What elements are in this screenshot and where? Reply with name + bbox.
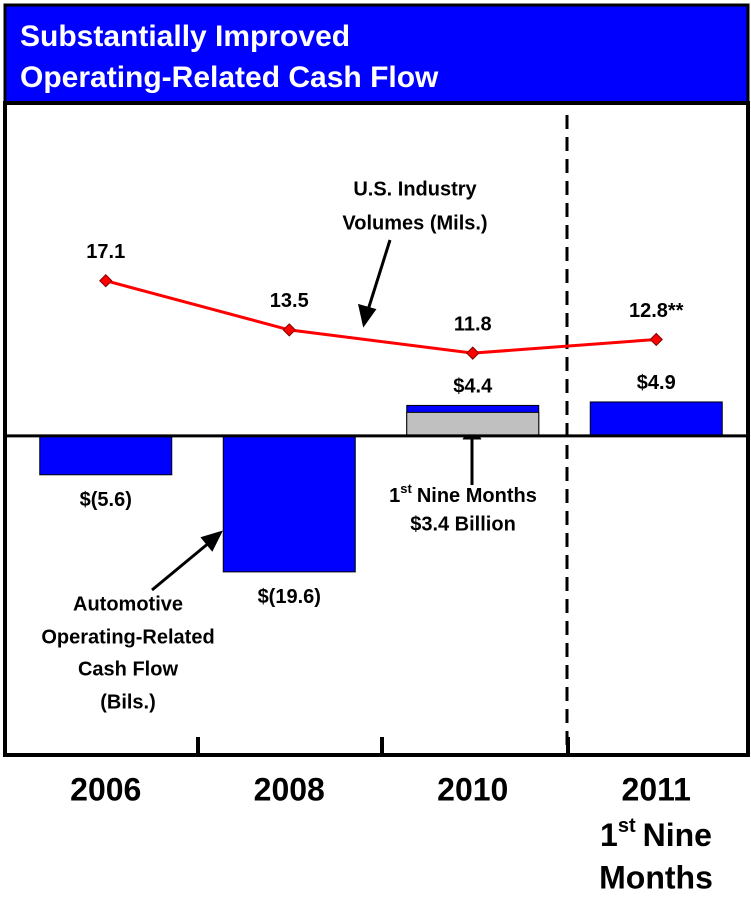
bar [589,401,723,437]
bar [39,435,173,476]
marker [99,273,113,288]
chart-title: Operating-Related Cash Flow [20,61,439,94]
arrow [366,239,392,311]
x-tick-part: st [618,815,636,837]
bar [222,435,356,573]
data-label: $4.4 [453,376,493,398]
marker [466,346,480,360]
x-tick-label: 2008 [254,771,325,807]
x-tick-label: 1st Nine [600,815,712,853]
marker [649,332,663,347]
x-tick-label: 2006 [70,771,141,807]
x-tick-label: 2010 [437,771,508,807]
arrow [151,540,211,592]
annotation-part: Nine Months [417,485,537,507]
inner-bar [406,411,540,437]
x-tick-part: 1 [600,817,618,853]
annotation: $3.4 Billion [410,513,516,535]
data-label: 17.1 [86,241,125,263]
data-label: $4.9 [637,372,676,394]
data-label: $(19.6) [258,586,321,608]
chart-title: Substantially Improved [20,20,350,53]
annotation-part: 1 [389,485,400,507]
annotation: Cash Flow [78,658,178,680]
annotation: Volumes (Mils.) [342,212,487,234]
annotation-part: st [400,481,412,496]
arrowhead [357,303,377,328]
annotation: U.S. Industry [353,178,477,200]
annotation: Automotive [73,593,183,615]
data-label: 13.5 [270,290,309,312]
line [105,279,657,355]
x-tick-label: 2011 [622,771,691,807]
annotation: 1st Nine Months [389,481,537,507]
data-label: 11.8 [454,313,492,335]
x-tick-label: Months [599,859,713,895]
annotation: Operating-Related [41,626,214,648]
data-label: 12.8** [629,300,684,322]
marker [282,323,296,337]
plot-frame [3,101,750,757]
arrowhead [200,530,223,552]
data-label: $(5.6) [80,489,132,511]
x-tick-part: Nine [643,817,712,853]
title-box [3,3,750,105]
annotation: (Bils.) [100,691,156,713]
